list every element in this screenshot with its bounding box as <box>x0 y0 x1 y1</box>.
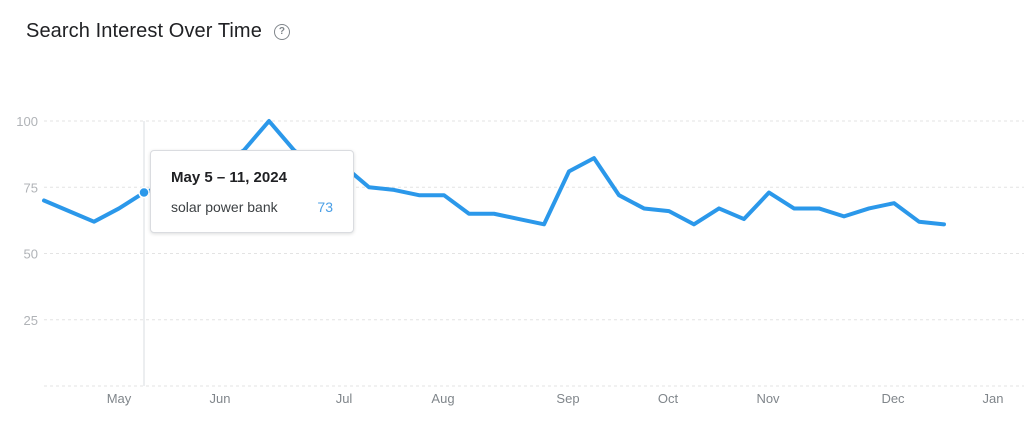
x-tick-label: Nov <box>756 391 780 406</box>
y-tick-label: 50 <box>24 247 38 262</box>
data-point <box>767 191 771 195</box>
data-point <box>92 220 96 224</box>
data-point <box>467 212 471 216</box>
x-tick-label: Jul <box>336 391 353 406</box>
data-point <box>842 214 846 218</box>
data-point-hovered <box>138 186 150 199</box>
tooltip-series-name: solar power bank <box>171 199 278 215</box>
y-tick-label: 75 <box>24 180 38 195</box>
data-point <box>267 119 271 123</box>
data-point <box>442 193 446 197</box>
data-point <box>592 156 596 160</box>
x-axis-ticks: May Jun Jul Aug Sep Oct Nov Dec Jan <box>107 391 1004 406</box>
data-point <box>42 199 46 203</box>
y-axis-ticks: 25 50 75 100 <box>16 114 38 328</box>
data-point <box>67 209 71 213</box>
data-point <box>517 217 521 221</box>
tooltip-value: 73 <box>317 199 333 215</box>
data-point <box>117 206 121 210</box>
data-point <box>392 188 396 192</box>
data-point <box>867 206 871 210</box>
x-tick-label: Dec <box>881 391 905 406</box>
x-tick-label: Jun <box>210 391 231 406</box>
data-point <box>917 220 921 224</box>
data-point <box>617 193 621 197</box>
data-point <box>542 222 546 226</box>
data-point <box>792 206 796 210</box>
data-point <box>667 209 671 213</box>
x-tick-label: Oct <box>658 391 679 406</box>
chart-title: Search Interest Over Time <box>26 20 262 42</box>
chart-header: Search Interest Over Time ? <box>26 20 290 43</box>
x-tick-label: Jan <box>983 391 1004 406</box>
data-point <box>742 217 746 221</box>
data-point <box>417 193 421 197</box>
data-point <box>492 212 496 216</box>
data-tooltip: May 5 – 11, 2024 solar power bank 73 <box>150 150 354 233</box>
y-tick-label: 100 <box>16 114 38 129</box>
data-point <box>717 206 721 210</box>
data-point <box>892 201 896 205</box>
data-point <box>942 222 946 226</box>
data-point <box>567 169 571 173</box>
data-point <box>642 206 646 210</box>
x-tick-label: Sep <box>556 391 579 406</box>
tooltip-date: May 5 – 11, 2024 <box>171 169 287 186</box>
data-point <box>817 206 821 210</box>
series-points <box>42 119 946 226</box>
x-tick-label: May <box>107 391 132 406</box>
question-circle-icon[interactable]: ? <box>273 23 290 40</box>
y-tick-label: 25 <box>24 313 38 328</box>
data-point <box>692 222 696 226</box>
x-tick-label: Aug <box>431 391 454 406</box>
data-point <box>367 185 371 189</box>
